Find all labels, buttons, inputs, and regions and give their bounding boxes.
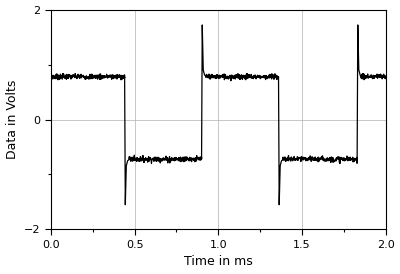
X-axis label: Time in ms: Time in ms xyxy=(184,255,253,269)
Y-axis label: Data in Volts: Data in Volts xyxy=(6,80,18,159)
